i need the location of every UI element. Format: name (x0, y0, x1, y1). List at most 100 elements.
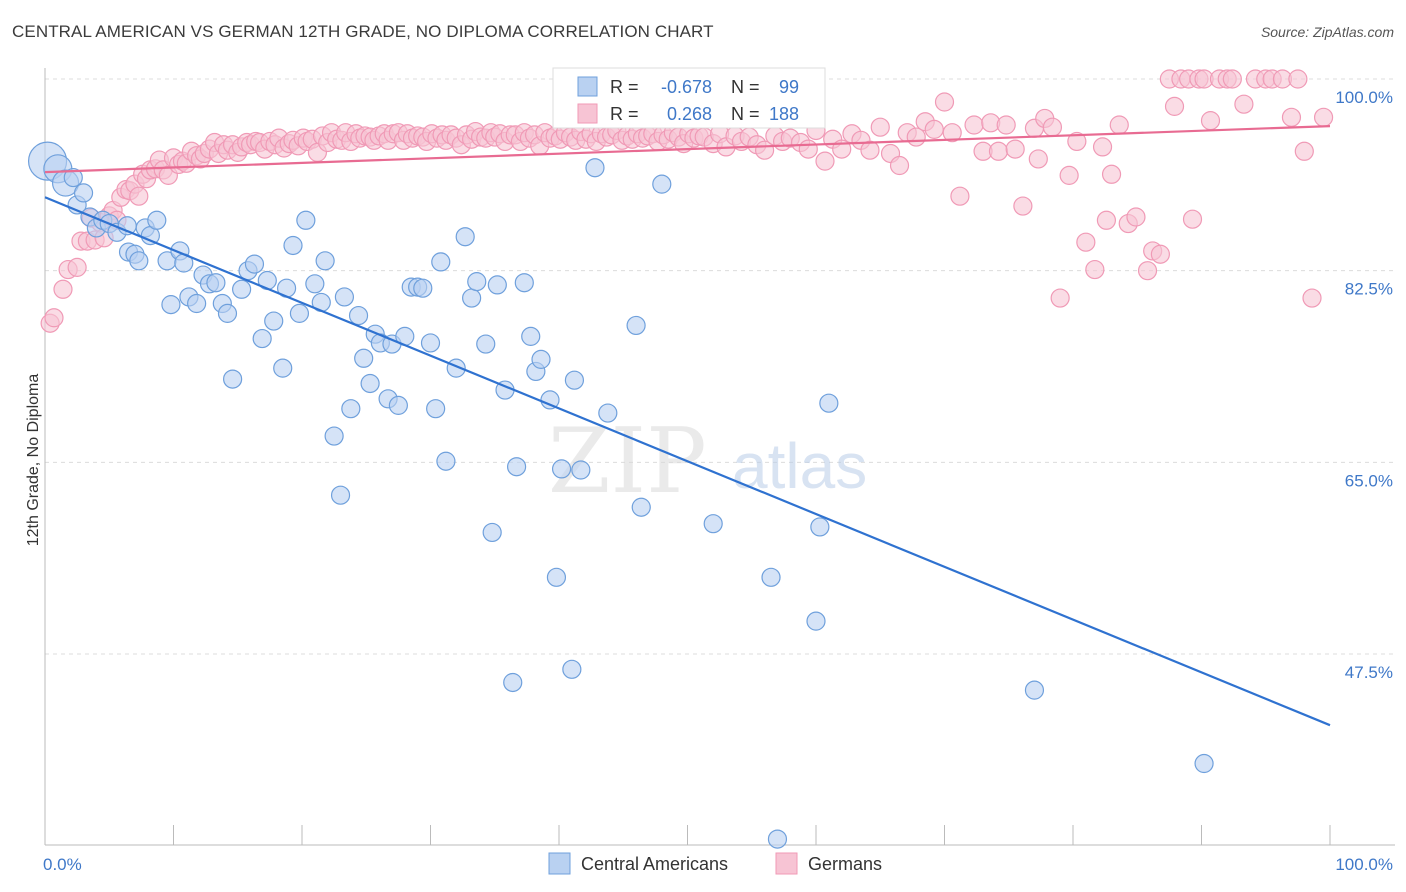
central-american-point (514, 273, 534, 293)
series-legend-swatch-central (548, 852, 571, 875)
central-american-point (283, 235, 303, 256)
central-american-trend-line (44, 196, 1331, 727)
series-legend-label-central: Central Americans (581, 854, 728, 874)
central-american-point (161, 295, 181, 315)
x-tick-label: 100.0% (1335, 855, 1393, 874)
german-point (1288, 69, 1308, 89)
central-american-point (431, 252, 451, 272)
central-american-point (631, 497, 651, 517)
german-point (950, 186, 970, 206)
legend-n-value-german: 188 (769, 104, 799, 124)
axes (44, 68, 1395, 846)
central-american-point (147, 210, 167, 230)
central-american-point (761, 567, 781, 587)
german-point (964, 115, 984, 135)
central-american-point (206, 273, 226, 293)
series-legend-swatch-german (775, 852, 798, 875)
german-point (1294, 141, 1314, 161)
central-american-point (467, 272, 487, 292)
central-american-point (413, 278, 433, 298)
central-american-point (341, 399, 361, 419)
german-point (1059, 165, 1079, 185)
german-point (53, 279, 73, 299)
central-american-point (348, 305, 369, 326)
german-point (889, 155, 910, 176)
central-american-point (1024, 680, 1045, 700)
legend-r-value-german: 0.268 (667, 104, 712, 124)
central-american-point (360, 373, 380, 394)
german-point (1313, 107, 1334, 127)
central-american-point (506, 457, 527, 477)
legend-n-label-german: N = (731, 104, 760, 124)
german-point (1302, 288, 1322, 308)
central-american-point (1194, 753, 1214, 774)
german-point (1013, 196, 1033, 216)
legend-r-label-central: R = (610, 77, 639, 97)
central-american-point (482, 522, 502, 543)
german-point (924, 119, 944, 139)
central-american-point (562, 659, 582, 679)
central-american-point (334, 287, 355, 307)
source-label: Source: ZipAtlas.com (1260, 24, 1394, 40)
german-point (1150, 244, 1170, 264)
german-point (1092, 137, 1113, 157)
central-american-point (436, 451, 456, 471)
central-american-point (571, 460, 591, 480)
german-point (1085, 259, 1105, 280)
central-american-point (819, 393, 839, 413)
watermark-zip: ZIP (548, 409, 707, 514)
central-american-point (487, 275, 507, 295)
german-point (1005, 139, 1025, 159)
trend-lines (44, 124, 1331, 727)
x-tick-labels: 0.0% 100.0% (43, 855, 1393, 874)
central-american-point (388, 395, 408, 415)
central-american-point (244, 254, 265, 274)
german-point (815, 151, 835, 171)
central-american-point (455, 227, 475, 247)
central-american-point (187, 293, 207, 314)
central-american-point (652, 174, 672, 194)
german-point (1234, 94, 1254, 114)
german-point (1028, 149, 1048, 169)
central-american-point (63, 167, 83, 188)
german-point (1067, 131, 1087, 152)
central-american-point (546, 567, 567, 587)
german-point (1281, 107, 1302, 127)
central-american-point (324, 426, 344, 446)
central-american-point (252, 328, 272, 349)
german-point (870, 117, 890, 137)
central-american-point (129, 251, 149, 271)
german-point (934, 92, 955, 112)
central-american-point (289, 303, 310, 323)
central-american-point (426, 399, 446, 419)
german-point (1182, 209, 1203, 229)
stats-legend-box (552, 67, 826, 129)
central-american-point (626, 315, 646, 336)
german-point (996, 115, 1016, 135)
central-american-point (232, 279, 252, 299)
german-point (798, 139, 818, 159)
legend-r-label-german: R = (610, 104, 639, 124)
german-point (1109, 115, 1129, 135)
central-american-point (462, 288, 482, 308)
german-point (988, 141, 1009, 161)
german-point (1096, 210, 1117, 230)
central-american-point (521, 326, 541, 346)
chart-title: CENTRAL AMERICAN VS GERMAN 12TH GRADE, N… (12, 22, 714, 41)
central-american-point (315, 251, 335, 271)
central-american-point (420, 333, 441, 353)
central-american-point (305, 274, 325, 294)
central-american-point (531, 349, 551, 369)
german-point (1076, 232, 1096, 252)
stats-legend: R = -0.678 N = 99 R = 0.268 N = 188 (552, 67, 826, 129)
series-legend-label-german: Germans (808, 854, 882, 874)
german-point (67, 257, 87, 277)
central-american-point (217, 303, 238, 323)
central-american-point (703, 514, 723, 534)
german-trend-line (44, 124, 1331, 174)
german-point (1137, 261, 1158, 281)
german-point (860, 140, 880, 160)
central-american-point (296, 210, 316, 230)
german-point (1050, 288, 1070, 308)
